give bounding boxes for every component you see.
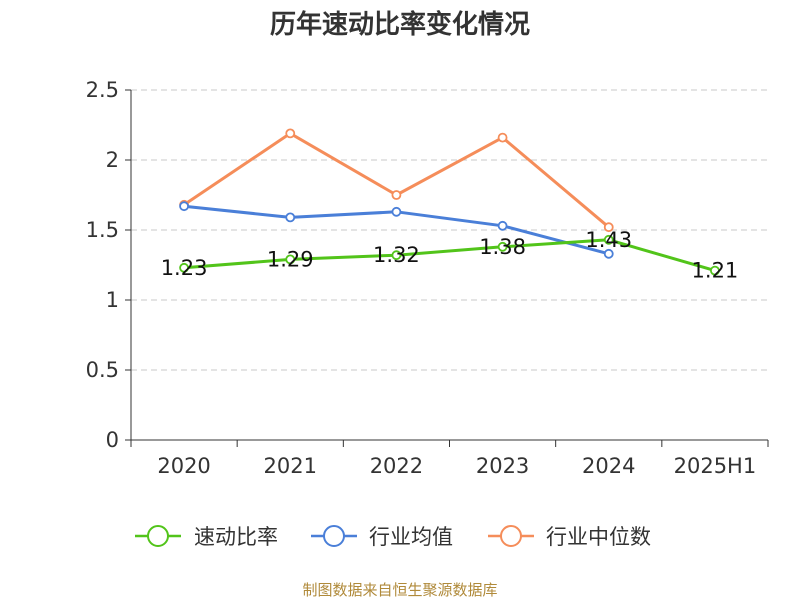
y-tick-label: 0.5 (86, 358, 119, 382)
legend-item[interactable]: 行业中位数 (488, 525, 651, 549)
data-point (179, 201, 189, 212)
legend-item[interactable]: 行业均值 (311, 525, 453, 549)
x-tick-label: 2020 (157, 454, 210, 478)
data-label: 1.23 (161, 256, 208, 280)
legend-marker-icon (500, 525, 522, 547)
data-label: 1.43 (585, 228, 632, 252)
data-label: 1.21 (692, 259, 739, 283)
x-tick-label: 2024 (582, 454, 635, 478)
data-point (285, 254, 296, 265)
data-point (497, 132, 508, 143)
data-point (391, 206, 402, 217)
x-tick-label: 2023 (476, 454, 529, 478)
data-label: 1.29 (267, 247, 314, 271)
axes: 0 0.5 1 1.5 2 2.5 2020 2021 2022 2023 2024 2025H1 (86, 78, 769, 478)
x-tick-label: 2021 (264, 454, 317, 478)
legend-marker-icon (147, 525, 169, 547)
y-tick-label: 2.5 (86, 78, 119, 102)
series-line (183, 238, 716, 273)
data-labels: 1.23 1.29 1.32 1.38 1.43 1.21 (161, 228, 739, 283)
data-label: 1.38 (479, 235, 526, 259)
data-point (603, 248, 614, 259)
data-point (285, 128, 296, 139)
data-point (497, 241, 508, 252)
y-tick-label: 0 (106, 428, 119, 452)
legend-label: 行业中位数 (546, 525, 651, 549)
data-point (603, 234, 614, 245)
data-point (179, 262, 189, 273)
legend-label: 速动比率 (194, 525, 278, 549)
x-tick-label: 2025H1 (674, 454, 757, 478)
data-label: 1.32 (373, 243, 420, 267)
x-tick-label: 2022 (370, 454, 423, 478)
series-layer (179, 128, 720, 276)
source-note: 制图数据来自恒生聚源数据库 (302, 581, 497, 599)
data-point (391, 250, 402, 261)
legend-label: 行业均值 (369, 525, 453, 549)
y-tick-label: 2 (106, 148, 119, 172)
legend[interactable]: 速动比率 行业均值 行业中位数 (135, 525, 651, 549)
data-point (391, 190, 402, 200)
data-point (497, 220, 508, 231)
chart-title: 历年速动比率变化情况 (270, 9, 530, 40)
legend-marker-icon (323, 525, 345, 547)
data-point (710, 265, 720, 276)
y-tick-label: 1 (106, 288, 119, 312)
legend-item[interactable]: 速动比率 (135, 525, 278, 549)
data-point (603, 222, 614, 233)
data-point (285, 212, 296, 223)
grid (131, 89, 768, 371)
y-tick-label: 1.5 (86, 218, 119, 242)
